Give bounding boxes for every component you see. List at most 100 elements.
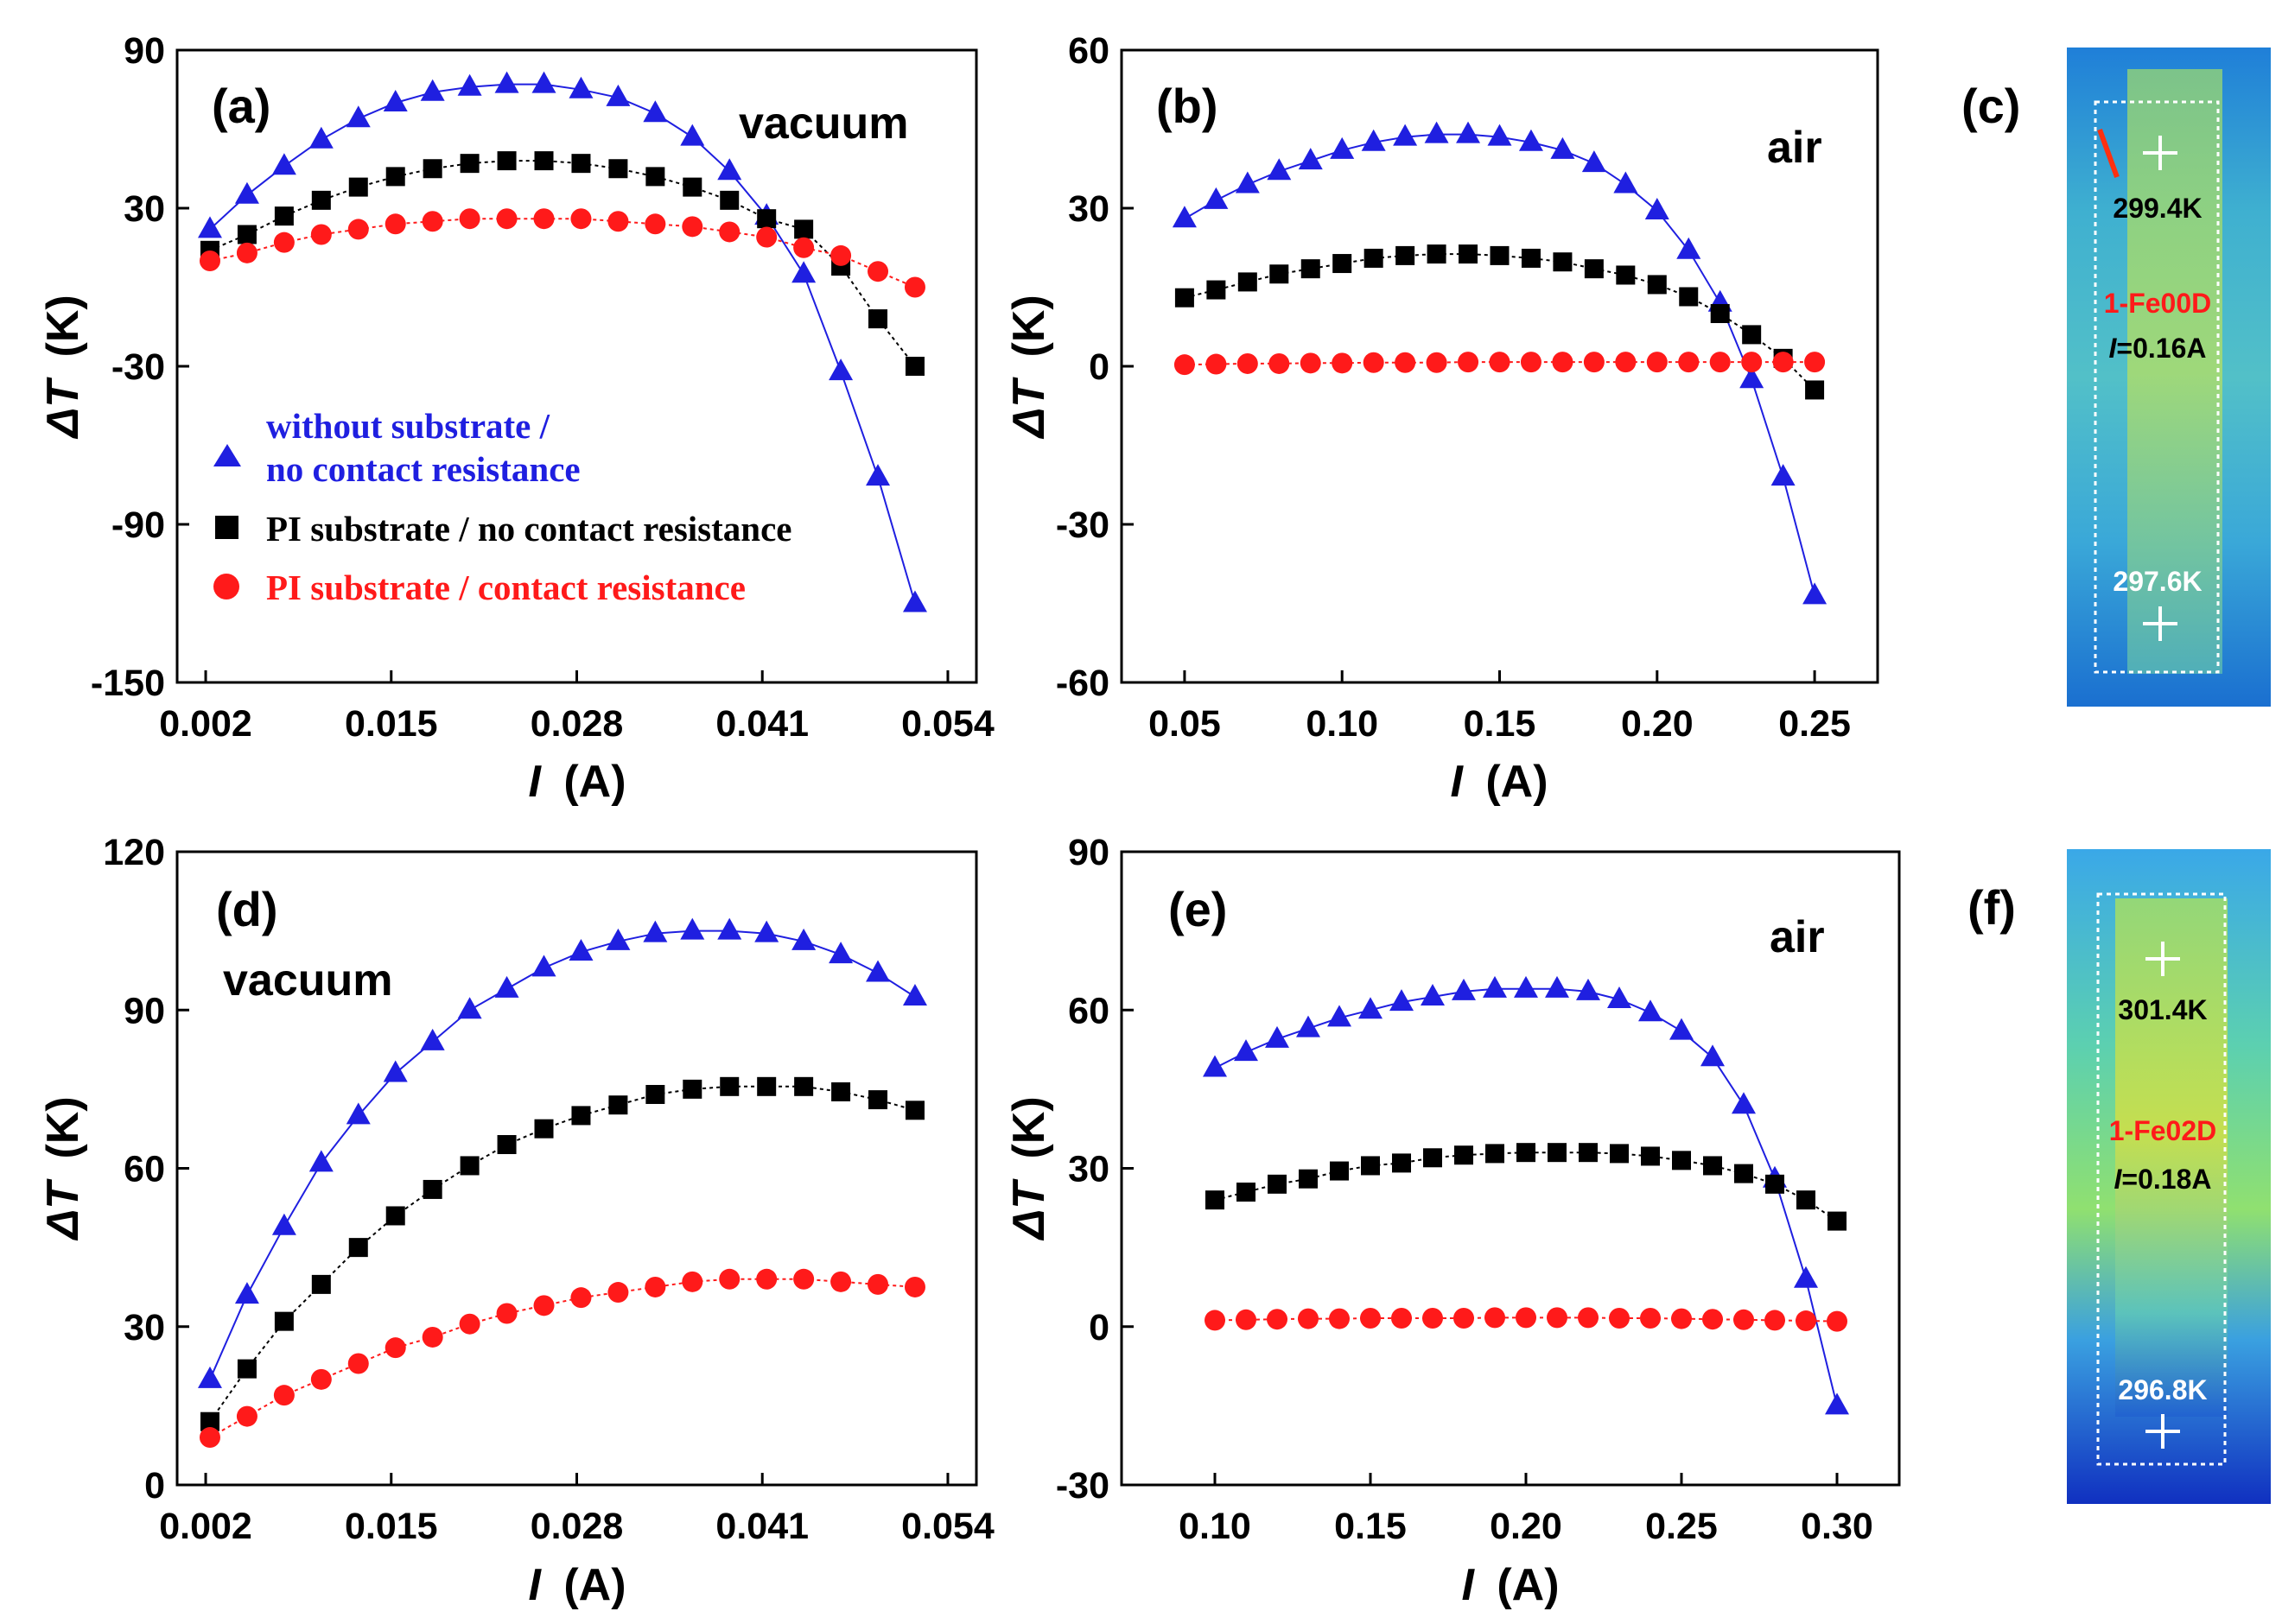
panel-d-point-blue-7 xyxy=(457,997,482,1019)
panel-d-point-red-6 xyxy=(422,1326,443,1348)
legend-marker-blue xyxy=(213,444,241,466)
panel-a-point-red-6 xyxy=(422,211,443,232)
legend-label-blue-line2: no contact resistance xyxy=(266,449,581,489)
panel-b-point-red-19 xyxy=(1772,352,1794,373)
panel-d-xtick-label-4: 0.054 xyxy=(901,1506,995,1547)
panel-d-point-black-7 xyxy=(460,1156,480,1176)
panel-e-point-black-11 xyxy=(1548,1143,1567,1163)
panel-e-point-red-8 xyxy=(1453,1307,1474,1329)
panel-e-point-blue-20 xyxy=(1825,1392,1849,1415)
panel-e-point-red-13 xyxy=(1609,1307,1630,1329)
thermal-sample-strip-f xyxy=(2115,898,2228,1417)
panel-d-point-black-8 xyxy=(497,1135,517,1155)
panel-b-point-red-18 xyxy=(1741,352,1763,373)
panel-a-xtick-label-1: 0.015 xyxy=(345,703,438,745)
panel-a-ticks: 0.002 0.015 0.028 0.041 0.054 -150 -90 -30 30 90 xyxy=(91,30,995,745)
panel-a-point-blue-10 xyxy=(569,76,594,98)
panel-b-point-red-8 xyxy=(1426,352,1447,373)
panel-d-point-blue-17 xyxy=(829,942,854,964)
panel-e-point-blue-0 xyxy=(1203,1055,1227,1077)
panel-e-point-blue-8 xyxy=(1452,978,1476,1000)
panel-a-x-unit: (A) xyxy=(563,757,626,807)
panel-b-label: (b) xyxy=(1156,79,1218,133)
panel-e-ytick-label-2: 30 xyxy=(1068,1149,1109,1190)
panel-d-point-blue-2 xyxy=(271,1213,296,1235)
panel-e-point-black-7 xyxy=(1423,1148,1442,1168)
panel-d-point-blue-13 xyxy=(680,917,705,940)
panel-a-point-blue-19 xyxy=(902,590,927,612)
thermal-current-value-c: =0.16A xyxy=(2116,333,2206,364)
panel-e-label: (e) xyxy=(1168,882,1227,936)
panel-b-y-unit: (K) xyxy=(1004,295,1054,357)
panel-b-xtick-label-3: 0.20 xyxy=(1621,703,1694,745)
panel-b-point-blue-10 xyxy=(1487,124,1512,146)
panel-e-point-blue-10 xyxy=(1514,975,1538,998)
panel-a-point-red-5 xyxy=(385,213,406,235)
panel-d-point-black-17 xyxy=(831,1082,851,1101)
panel-d-series-black-line xyxy=(209,1085,916,1423)
panel-d-point-black-11 xyxy=(608,1095,628,1115)
panel-e-point-blue-1 xyxy=(1234,1039,1258,1062)
panel-e-point-blue-12 xyxy=(1576,978,1600,1000)
panel-b-point-black-1 xyxy=(1206,280,1226,300)
panel-e-xtick-label-3: 0.25 xyxy=(1645,1506,1718,1547)
panel-b-point-blue-11 xyxy=(1518,129,1543,151)
panel-d-point-blue-19 xyxy=(902,983,927,1005)
panel-b-point-blue-8 xyxy=(1424,121,1449,143)
panel-b-point-blue-16 xyxy=(1676,237,1701,259)
panel-c-label: (c) xyxy=(1961,79,2020,133)
panel-b-point-red-13 xyxy=(1583,352,1605,373)
panel-b-point-blue-3 xyxy=(1267,158,1292,181)
panel-a-point-black-3 xyxy=(311,190,331,210)
panel-b-point-blue-20 xyxy=(1802,582,1828,605)
panel-e-point-red-15 xyxy=(1671,1308,1692,1329)
panel-d-condition: vacuum xyxy=(223,955,393,1005)
panel-a-point-blue-8 xyxy=(494,71,519,93)
panel-e-point-black-18 xyxy=(1765,1174,1784,1194)
panel-e-x-symbol: I xyxy=(1461,1560,1475,1610)
panel-e-ytick-label-4: 90 xyxy=(1068,832,1109,873)
panel-e-point-red-3 xyxy=(1298,1308,1319,1329)
panel-e-point-red-1 xyxy=(1236,1309,1256,1330)
panel-a-point-black-10 xyxy=(571,154,591,174)
panel-d-point-black-13 xyxy=(683,1079,702,1099)
panel-b-point-black-12 xyxy=(1553,252,1573,272)
panel-b-point-blue-6 xyxy=(1361,129,1386,151)
panel-a-point-red-15 xyxy=(756,226,778,248)
panel-a-x-title: I (A) xyxy=(528,757,626,807)
panel-a-point-blue-11 xyxy=(606,84,631,106)
panel-e-point-blue-17 xyxy=(1732,1092,1756,1114)
panel-a-point-black-18 xyxy=(868,309,888,329)
panel-e-series-black-line xyxy=(1214,1151,1838,1222)
panel-b-ticks: 0.05 0.10 0.15 0.20 0.25 -60 -30 0 30 60 xyxy=(1056,30,1851,745)
panel-b-xtick-label-1: 0.10 xyxy=(1306,703,1378,745)
panel-a-xtick-label-2: 0.028 xyxy=(531,703,624,745)
panel-a-point-black-19 xyxy=(905,357,925,376)
panel-a-point-red-16 xyxy=(793,237,815,258)
panel-d-point-blue-15 xyxy=(754,920,779,942)
panel-b-series xyxy=(1172,121,1828,605)
panel-e-point-blue-15 xyxy=(1669,1018,1694,1040)
panel-e-point-black-0 xyxy=(1205,1190,1224,1210)
panel-b-point-red-6 xyxy=(1363,352,1384,373)
panel-d-point-red-18 xyxy=(868,1273,889,1295)
panel-a-point-blue-1 xyxy=(234,181,259,204)
panel-d-point-blue-16 xyxy=(791,928,817,950)
panel-a-xtick-label-4: 0.054 xyxy=(901,703,995,745)
panel-a-point-black-7 xyxy=(460,154,480,174)
panel-a-y-symbol: ΔT xyxy=(38,377,88,440)
panel-b-xtick-label-2: 0.15 xyxy=(1464,703,1536,745)
panel-a-point-blue-7 xyxy=(457,73,482,96)
panel-b-point-red-10 xyxy=(1489,352,1510,373)
panel-d-point-black-18 xyxy=(868,1090,888,1110)
panel-a-point-red-13 xyxy=(682,216,703,238)
panel-d-point-blue-3 xyxy=(308,1150,334,1172)
panel-b-point-red-3 xyxy=(1268,352,1290,374)
panel-e-point-red-18 xyxy=(1764,1310,1785,1331)
panel-e-ytick-label-0: -30 xyxy=(1056,1465,1109,1507)
thermal-current-value-f: =0.18A xyxy=(2121,1164,2211,1195)
panel-d-point-red-14 xyxy=(719,1268,741,1290)
panel-a-point-black-4 xyxy=(348,177,368,197)
panel-e-point-black-16 xyxy=(1703,1156,1722,1176)
panel-b-point-black-18 xyxy=(1742,325,1762,345)
